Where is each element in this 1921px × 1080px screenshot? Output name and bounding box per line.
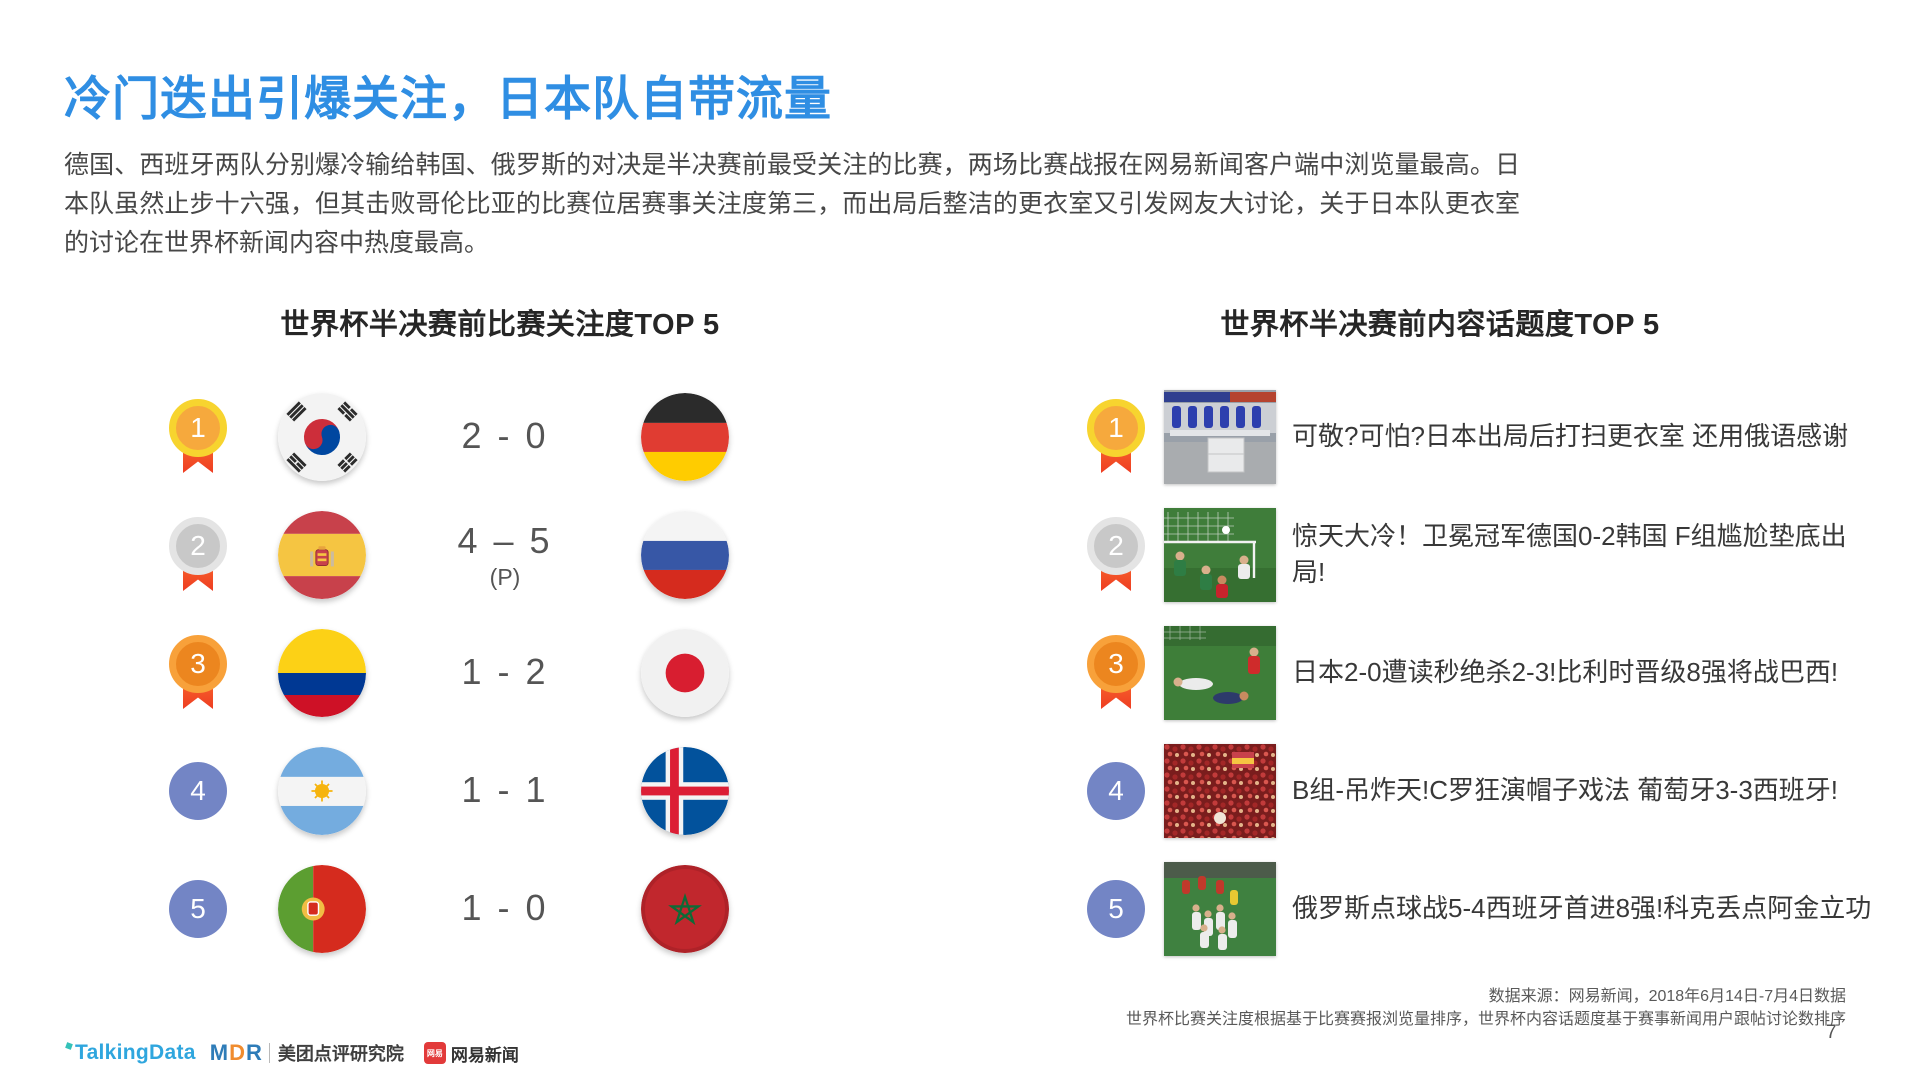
logo-divider <box>268 1043 270 1063</box>
talkingdata-mark-icon <box>65 1042 73 1050</box>
russia-flag-icon <box>641 511 729 599</box>
rank-number: 2 <box>1087 517 1145 575</box>
news-row-1: 1 可敬?可怕?日本出局后打扫更衣室 还用俄语感谢 <box>1068 378 1872 496</box>
data-source-line-1: 数据来源：网易新闻，2018年6月14日-7月4日数据 <box>1488 988 1846 1005</box>
talkingdata-logo-text: TalkingData <box>75 1041 196 1064</box>
argentina-flag-icon <box>278 747 366 835</box>
meituan-dianping-research-logo: 美团点评研究院 <box>277 1044 404 1064</box>
talkingdata-logo: TalkingData <box>65 1041 196 1065</box>
news-row-2: 2 <box>1068 496 1872 614</box>
match-row-4: 4 1 - 1 <box>150 732 729 850</box>
match-row-2: 2 4 – 5 (P) <box>150 496 729 614</box>
gold-medal-icon: 1 <box>1087 399 1145 475</box>
match-score: 4 – 5 <box>457 519 553 561</box>
germany-korea-match-photo <box>1164 508 1276 602</box>
match-row-3: 3 1 - 2 <box>150 614 729 732</box>
rank-number: 1 <box>1087 399 1145 457</box>
bronze-medal-icon: 3 <box>1087 635 1145 711</box>
penalty-shootout-note: (P) <box>489 563 521 590</box>
silver-medal-icon: 2 <box>1087 517 1145 593</box>
news-headline: 可敬?可怕?日本出局后打扫更衣室 还用俄语感谢 <box>1292 421 1849 452</box>
rank-number: 3 <box>1087 635 1145 693</box>
news-headline: 日本2-0遭读秒绝杀2-3!比利时晋级8强将战巴西! <box>1292 657 1839 688</box>
match-score: 1 - 0 <box>461 887 549 928</box>
spain-flag-icon <box>278 511 366 599</box>
data-source-line-2: 世界杯比赛关注度根据基于比赛赛报浏览量排序，世界杯内容话题度基于赛事新闻用户跟帖… <box>1125 1011 1846 1029</box>
portugal-spain-fans-photo <box>1164 744 1276 838</box>
rank-number: 5 <box>1087 880 1145 938</box>
news-headline: B组-吊炸天!C罗狂演帽子戏法 葡萄牙3-3西班牙! <box>1292 775 1839 806</box>
right-panel-heading: 世界杯半决赛前内容话题度TOP 5 <box>1220 309 1660 341</box>
footer-logos: TalkingData MDR 美团点评研究院 网易 网易新闻 <box>65 1040 519 1066</box>
match-score: 1 - 2 <box>461 651 549 692</box>
gold-medal-icon: 1 <box>169 399 227 475</box>
match-ranking-list: 1 <box>150 378 729 968</box>
intro-paragraph: 德国、西班牙两队分别爆冷输给韩国、俄罗斯的对决是半决赛前最受关注的比赛，两场比赛… <box>64 151 1520 257</box>
rank-badge: 5 <box>1087 880 1145 938</box>
iceland-flag-icon <box>641 747 729 835</box>
mdr-logo: MDR <box>209 1040 263 1065</box>
rank-number: 4 <box>169 762 227 820</box>
silver-medal-icon: 2 <box>169 517 227 593</box>
rank-badge: 4 <box>169 762 227 820</box>
match-row-5: 5 1 - 0 <box>150 850 729 968</box>
rank-number: 5 <box>169 880 227 938</box>
page-number: 7 <box>1826 1022 1837 1043</box>
match-score: 1 - 1 <box>461 769 549 810</box>
colombia-flag-icon <box>278 629 366 717</box>
rank-badge: 5 <box>169 880 227 938</box>
match-score: 2 - 0 <box>461 415 549 456</box>
rank-number: 4 <box>1087 762 1145 820</box>
bronze-medal-icon: 3 <box>169 635 227 711</box>
page-title: 冷门迭出引爆关注，日本队自带流量 <box>64 72 832 125</box>
netease-badge-icon: 网易 <box>423 1042 446 1064</box>
news-ranking-list: 1 可敬?可怕?日本出局后打扫更衣室 还用俄语感谢 <box>1068 378 1872 968</box>
news-row-5: 5 俄罗斯点 <box>1068 850 1872 968</box>
news-row-3: 3 日本2-0遭读秒绝杀2-3!比利时晋级8强将战巴西! <box>1068 614 1872 732</box>
news-row-4: 4 <box>1068 732 1872 850</box>
russia-spain-celebration-photo <box>1164 862 1276 956</box>
rank-number: 1 <box>169 399 227 457</box>
germany-flag-icon <box>641 393 729 481</box>
data-source-note: 数据来源：网易新闻，2018年6月14日-7月4日数据 世界杯比赛关注度根据基于… <box>790 985 1846 1031</box>
rank-number: 2 <box>169 517 227 575</box>
rank-number: 3 <box>169 635 227 693</box>
japan-flag-icon <box>641 629 729 717</box>
netease-news-logo: 网易 网易新闻 <box>423 1041 519 1066</box>
left-panel-heading: 世界杯半决赛前比赛关注度TOP 5 <box>280 309 720 341</box>
south-korea-flag-icon <box>278 393 366 481</box>
match-row-1: 1 <box>150 378 729 496</box>
news-headline: 俄罗斯点球战5-4西班牙首进8强!科克丢点阿金立功 <box>1292 893 1872 924</box>
news-headline: 惊天大冷！卫冕冠军德国0-2韩国 F组尴尬垫底出局! <box>1292 521 1847 587</box>
japan-belgium-match-photo <box>1164 626 1276 720</box>
locker-room-photo <box>1164 390 1276 484</box>
portugal-flag-icon <box>278 865 366 953</box>
morocco-flag-icon <box>641 865 729 953</box>
netease-news-logo-text: 网易新闻 <box>450 1045 519 1065</box>
rank-badge: 4 <box>1087 762 1145 820</box>
